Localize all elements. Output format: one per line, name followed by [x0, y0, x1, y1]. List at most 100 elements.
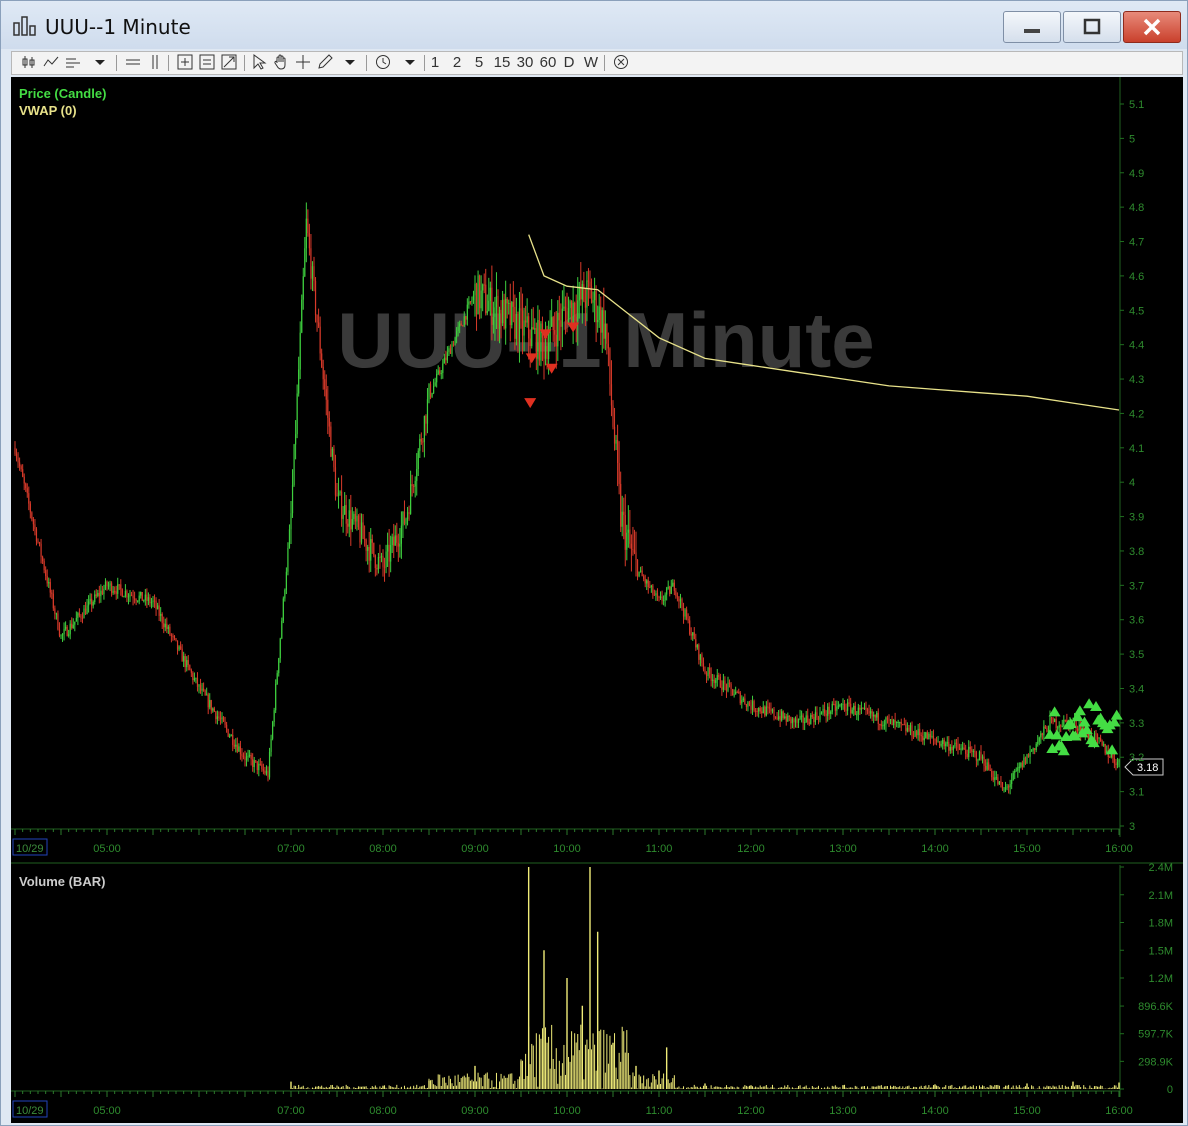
candle-body: [337, 492, 340, 496]
candle-body: [597, 319, 599, 323]
volume-x-tick-label: 07:00: [277, 1105, 305, 1117]
candle-body: [336, 495, 338, 497]
interval-w-button[interactable]: W: [583, 54, 599, 71]
candle-body: [560, 320, 562, 327]
vline-icon[interactable]: [148, 54, 162, 72]
candle-body: [974, 751, 976, 753]
price-x-tick-label: 10:00: [553, 843, 581, 855]
interval-1-button[interactable]: 1: [430, 54, 440, 71]
candle-body: [46, 575, 48, 584]
candle-body: [963, 747, 965, 750]
candle-body: [1046, 727, 1048, 732]
candle-body: [732, 689, 734, 696]
candle-body: [874, 714, 876, 718]
candle-body: [446, 352, 448, 361]
candle-icon[interactable]: [20, 54, 38, 72]
dropdown-icon[interactable]: [402, 54, 418, 72]
legend-vwap: VWAP (0): [19, 103, 77, 118]
candle-body: [609, 348, 611, 385]
candle-body: [230, 734, 232, 737]
candle-body: [198, 684, 200, 687]
close-button[interactable]: [1123, 11, 1181, 43]
candle-body: [376, 567, 378, 570]
candle-body: [1089, 733, 1091, 739]
interval-5-button[interactable]: 5: [474, 54, 484, 71]
candle-body: [750, 705, 752, 710]
chart-app-icon: [13, 16, 36, 36]
candle-body: [1104, 744, 1106, 754]
price-x-tick-label: 15:00: [1013, 843, 1041, 855]
candle-body: [144, 594, 146, 601]
candle-body: [328, 417, 330, 427]
price-tick-label: 3.6: [1129, 615, 1144, 627]
maximize-button[interactable]: [1063, 11, 1121, 43]
candle-body: [707, 667, 709, 677]
hand-icon[interactable]: [272, 54, 290, 72]
minimize-button[interactable]: [1003, 11, 1061, 43]
interval-15-button[interactable]: 15: [493, 54, 511, 71]
price-tick-label: 3.3: [1129, 718, 1144, 730]
candle-body: [742, 698, 744, 701]
candle-body: [879, 723, 881, 725]
chart-canvas[interactable]: UUU--1 Minute Price (Candle) VWAP (0) 10…: [11, 77, 1183, 1123]
candle-body: [632, 549, 634, 551]
candle-body: [601, 310, 603, 333]
candle-body: [824, 708, 826, 714]
volume-x-tick-label: 12:00: [737, 1105, 765, 1117]
candle-body: [195, 677, 197, 679]
candle-body: [304, 248, 306, 277]
candle-body: [972, 751, 974, 753]
candle-series: [14, 202, 1120, 795]
candle-body: [727, 682, 729, 691]
candle-body: [859, 707, 861, 710]
bars-icon[interactable]: [64, 54, 82, 72]
interval-d-button[interactable]: D: [563, 54, 575, 71]
zoom-out-icon[interactable]: [198, 54, 216, 72]
candle-body: [98, 592, 100, 597]
candle-body: [92, 602, 94, 606]
candle-body: [439, 370, 441, 374]
interval-60-button[interactable]: 60: [539, 54, 557, 71]
candle-body: [244, 757, 246, 761]
candle-body: [457, 326, 459, 332]
candle-body: [341, 491, 343, 519]
interval-30-button[interactable]: 30: [516, 54, 534, 71]
candle-body: [805, 715, 807, 723]
candle-body: [204, 690, 206, 696]
candle-body: [916, 731, 918, 736]
buy-marker: [1106, 744, 1119, 755]
crosshair-icon[interactable]: [294, 54, 312, 72]
candle-body: [45, 570, 47, 576]
candle-body: [937, 741, 939, 743]
title-bar[interactable]: UUU--1 Minute: [1, 1, 1187, 49]
candle-body: [604, 323, 606, 339]
candle-body: [911, 725, 913, 737]
chart-area[interactable]: UUU--1 Minute Price (Candle) VWAP (0) 10…: [11, 77, 1183, 1123]
candle-body: [1037, 741, 1039, 744]
toolbar-separator: [604, 55, 605, 71]
dropdown-icon[interactable]: [342, 54, 358, 72]
zoom-fit-icon[interactable]: [220, 54, 238, 72]
hline-icon[interactable]: [124, 54, 142, 72]
candle-body: [529, 338, 531, 347]
interval-2-button[interactable]: 2: [452, 54, 462, 71]
candle-body: [459, 323, 461, 327]
candle-body: [1011, 780, 1013, 785]
line-icon[interactable]: [42, 54, 60, 72]
clock-icon[interactable]: [374, 54, 392, 72]
close-circle-icon[interactable]: [612, 54, 630, 72]
candle-body: [905, 724, 907, 732]
candle-body: [693, 632, 695, 640]
pencil-icon[interactable]: [316, 54, 334, 72]
candle-body: [387, 544, 389, 552]
candle-body: [583, 284, 585, 302]
candle-body: [822, 708, 824, 713]
volume-x-tick-label: 14:00: [921, 1105, 949, 1117]
cursor-icon[interactable]: [250, 54, 268, 72]
candle-body: [621, 511, 623, 527]
dropdown-icon[interactable]: [92, 54, 108, 72]
zoom-in-icon[interactable]: [176, 54, 194, 72]
candle-body: [339, 491, 341, 493]
candle-body: [902, 724, 904, 726]
candle-body: [526, 316, 528, 323]
